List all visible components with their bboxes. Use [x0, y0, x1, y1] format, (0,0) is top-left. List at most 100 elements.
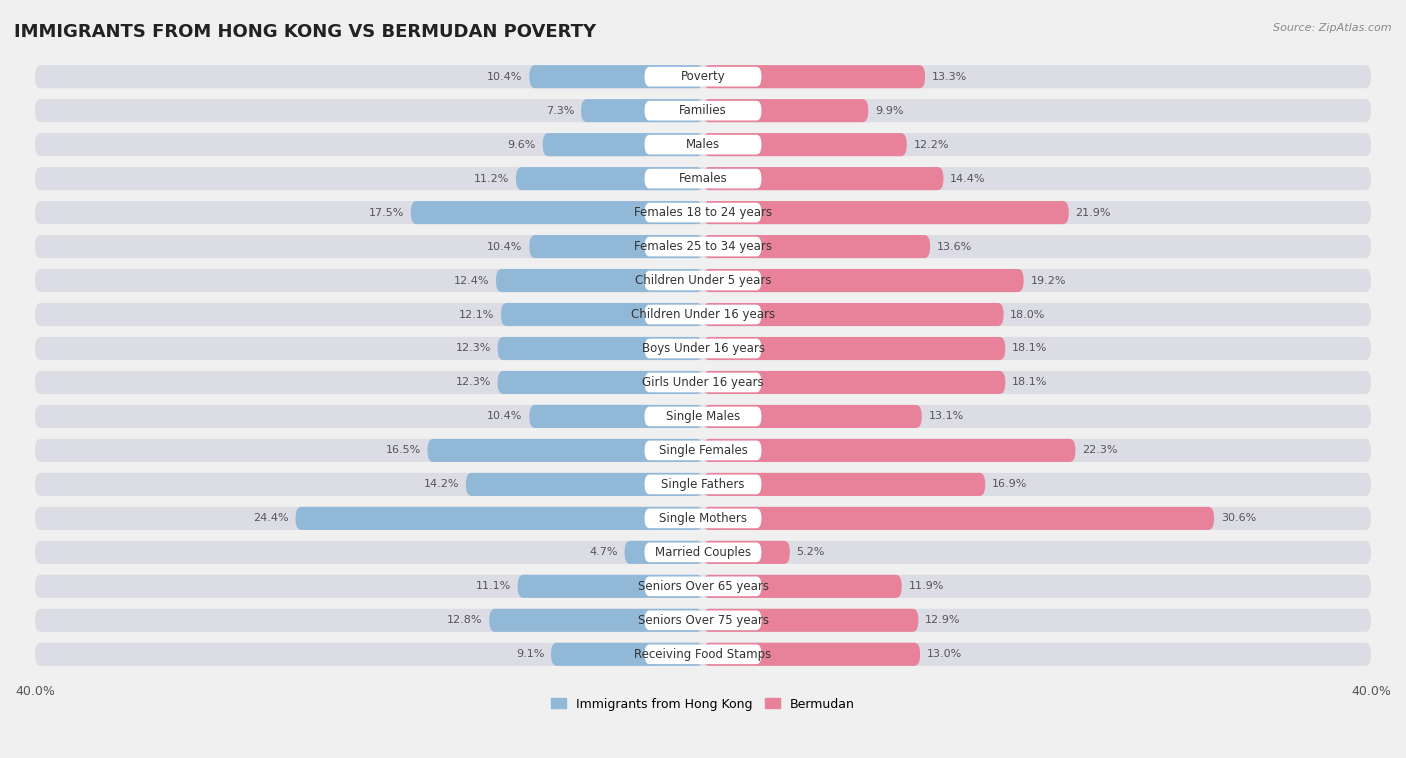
FancyBboxPatch shape	[529, 235, 703, 258]
FancyBboxPatch shape	[703, 337, 1005, 360]
FancyBboxPatch shape	[703, 167, 943, 190]
Text: 19.2%: 19.2%	[1031, 276, 1066, 286]
Text: 10.4%: 10.4%	[488, 242, 523, 252]
FancyBboxPatch shape	[35, 167, 1371, 190]
FancyBboxPatch shape	[703, 609, 918, 632]
Text: Girls Under 16 years: Girls Under 16 years	[643, 376, 763, 389]
FancyBboxPatch shape	[498, 371, 703, 394]
FancyBboxPatch shape	[529, 405, 703, 428]
FancyBboxPatch shape	[35, 65, 1371, 88]
FancyBboxPatch shape	[703, 99, 869, 122]
FancyBboxPatch shape	[644, 236, 762, 256]
FancyBboxPatch shape	[703, 235, 931, 258]
FancyBboxPatch shape	[703, 405, 922, 428]
Text: 16.5%: 16.5%	[385, 446, 420, 456]
FancyBboxPatch shape	[35, 507, 1371, 530]
Text: Boys Under 16 years: Boys Under 16 years	[641, 342, 765, 355]
FancyBboxPatch shape	[644, 475, 762, 494]
FancyBboxPatch shape	[543, 133, 703, 156]
Text: 9.9%: 9.9%	[875, 105, 904, 116]
Text: Source: ZipAtlas.com: Source: ZipAtlas.com	[1274, 23, 1392, 33]
FancyBboxPatch shape	[465, 473, 703, 496]
FancyBboxPatch shape	[644, 577, 762, 596]
FancyBboxPatch shape	[35, 99, 1371, 122]
FancyBboxPatch shape	[644, 406, 762, 426]
Text: 13.6%: 13.6%	[936, 242, 972, 252]
FancyBboxPatch shape	[35, 235, 1371, 258]
Text: 11.2%: 11.2%	[474, 174, 509, 183]
FancyBboxPatch shape	[624, 540, 703, 564]
Text: Receiving Food Stamps: Receiving Food Stamps	[634, 648, 772, 661]
Text: Married Couples: Married Couples	[655, 546, 751, 559]
FancyBboxPatch shape	[427, 439, 703, 462]
FancyBboxPatch shape	[703, 473, 986, 496]
FancyBboxPatch shape	[644, 644, 762, 664]
Text: 24.4%: 24.4%	[253, 513, 288, 523]
Text: 22.3%: 22.3%	[1083, 446, 1118, 456]
Text: IMMIGRANTS FROM HONG KONG VS BERMUDAN POVERTY: IMMIGRANTS FROM HONG KONG VS BERMUDAN PO…	[14, 23, 596, 41]
FancyBboxPatch shape	[411, 201, 703, 224]
Text: Males: Males	[686, 138, 720, 151]
Text: 18.1%: 18.1%	[1012, 343, 1047, 353]
FancyBboxPatch shape	[35, 337, 1371, 360]
Text: 4.7%: 4.7%	[589, 547, 617, 557]
FancyBboxPatch shape	[703, 439, 1076, 462]
Text: 30.6%: 30.6%	[1220, 513, 1256, 523]
Text: 13.0%: 13.0%	[927, 650, 962, 659]
FancyBboxPatch shape	[501, 303, 703, 326]
Legend: Immigrants from Hong Kong, Bermudan: Immigrants from Hong Kong, Bermudan	[546, 693, 860, 716]
FancyBboxPatch shape	[644, 373, 762, 393]
Text: 13.3%: 13.3%	[932, 72, 967, 82]
Text: Families: Families	[679, 104, 727, 117]
FancyBboxPatch shape	[644, 67, 762, 86]
FancyBboxPatch shape	[644, 339, 762, 359]
FancyBboxPatch shape	[703, 507, 1213, 530]
Text: Children Under 16 years: Children Under 16 years	[631, 308, 775, 321]
Text: Single Males: Single Males	[666, 410, 740, 423]
FancyBboxPatch shape	[35, 269, 1371, 292]
FancyBboxPatch shape	[35, 609, 1371, 632]
Text: Seniors Over 65 years: Seniors Over 65 years	[637, 580, 769, 593]
FancyBboxPatch shape	[644, 203, 762, 222]
FancyBboxPatch shape	[498, 337, 703, 360]
FancyBboxPatch shape	[644, 169, 762, 189]
FancyBboxPatch shape	[703, 575, 901, 598]
Text: 5.2%: 5.2%	[797, 547, 825, 557]
FancyBboxPatch shape	[644, 271, 762, 290]
Text: 13.1%: 13.1%	[928, 412, 963, 421]
FancyBboxPatch shape	[644, 610, 762, 630]
FancyBboxPatch shape	[35, 575, 1371, 598]
Text: 14.2%: 14.2%	[423, 479, 460, 490]
Text: Single Females: Single Females	[658, 444, 748, 457]
FancyBboxPatch shape	[644, 305, 762, 324]
FancyBboxPatch shape	[644, 543, 762, 562]
FancyBboxPatch shape	[703, 303, 1004, 326]
Text: Children Under 5 years: Children Under 5 years	[634, 274, 772, 287]
Text: Single Mothers: Single Mothers	[659, 512, 747, 525]
FancyBboxPatch shape	[703, 643, 920, 666]
FancyBboxPatch shape	[644, 101, 762, 121]
Text: 12.2%: 12.2%	[914, 139, 949, 149]
FancyBboxPatch shape	[35, 643, 1371, 666]
Text: Poverty: Poverty	[681, 70, 725, 83]
Text: 12.4%: 12.4%	[454, 276, 489, 286]
FancyBboxPatch shape	[703, 201, 1069, 224]
FancyBboxPatch shape	[644, 509, 762, 528]
Text: 9.1%: 9.1%	[516, 650, 544, 659]
FancyBboxPatch shape	[703, 371, 1005, 394]
Text: Single Fathers: Single Fathers	[661, 478, 745, 491]
Text: Females 18 to 24 years: Females 18 to 24 years	[634, 206, 772, 219]
Text: 12.9%: 12.9%	[925, 615, 960, 625]
Text: 9.6%: 9.6%	[508, 139, 536, 149]
FancyBboxPatch shape	[489, 609, 703, 632]
FancyBboxPatch shape	[517, 575, 703, 598]
FancyBboxPatch shape	[703, 269, 1024, 292]
FancyBboxPatch shape	[703, 65, 925, 88]
Text: 18.0%: 18.0%	[1011, 309, 1046, 320]
Text: 7.3%: 7.3%	[546, 105, 575, 116]
FancyBboxPatch shape	[35, 405, 1371, 428]
FancyBboxPatch shape	[35, 133, 1371, 156]
Text: 14.4%: 14.4%	[950, 174, 986, 183]
Text: 17.5%: 17.5%	[368, 208, 404, 218]
Text: 10.4%: 10.4%	[488, 72, 523, 82]
